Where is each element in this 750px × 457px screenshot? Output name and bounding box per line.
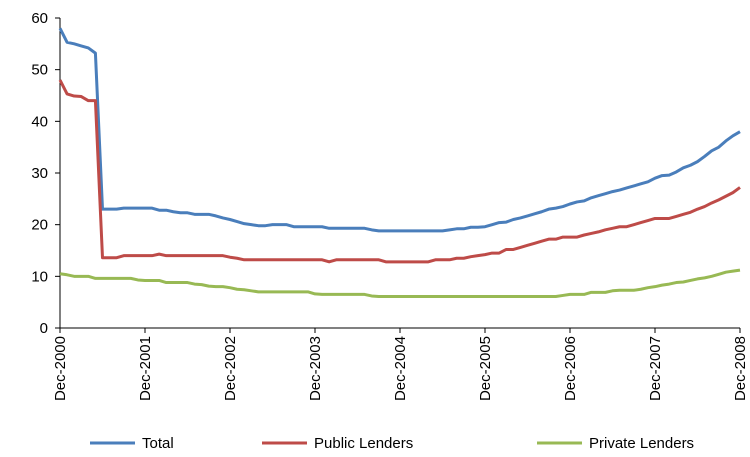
series-line [58, 79, 741, 264]
y-tick-label: 10 [31, 268, 48, 285]
x-tick-label: Dec-2006 [562, 336, 579, 401]
x-tick-label: Dec-2001 [137, 336, 154, 401]
series-line [59, 268, 741, 298]
y-tick-label: 30 [31, 165, 48, 182]
x-tick-label: Dec-2004 [392, 336, 409, 401]
legend-label: Private Lenders [589, 435, 694, 452]
x-tick-label: Dec-2007 [647, 336, 664, 401]
x-tick-label: Dec-2008 [732, 336, 749, 401]
y-tick-label: 20 [31, 217, 48, 234]
x-tick-label: Dec-2003 [307, 336, 324, 401]
legend-label: Total [142, 435, 174, 452]
y-tick-label: 50 [31, 62, 48, 79]
y-tick-label: 0 [40, 320, 48, 337]
legend-label: Public Lenders [314, 435, 413, 452]
x-tick-label: Dec-2005 [477, 336, 494, 401]
y-tick-label: 40 [31, 113, 48, 130]
x-tick-label: Dec-2000 [52, 336, 69, 401]
y-tick-label: 60 [31, 10, 48, 27]
x-tick-label: Dec-2002 [222, 336, 239, 401]
series-line [58, 27, 741, 233]
